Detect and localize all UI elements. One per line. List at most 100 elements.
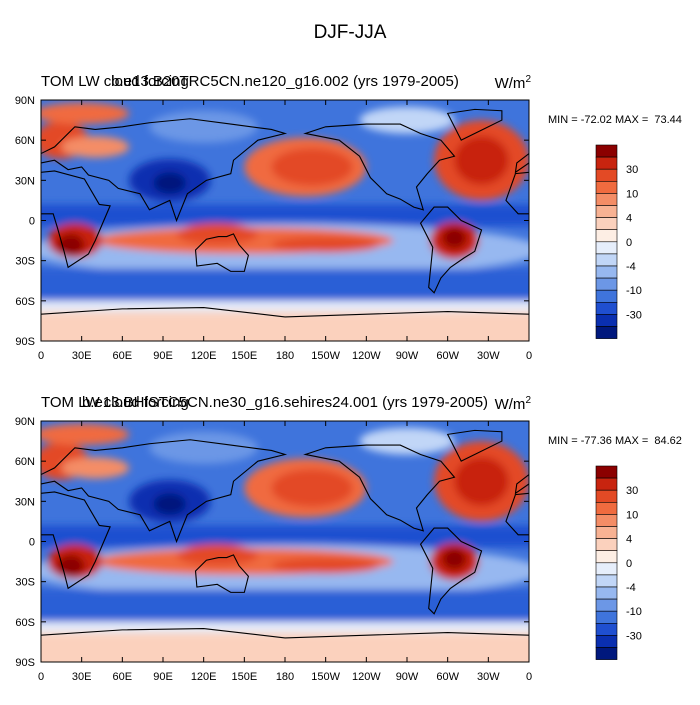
y-tick-label: 60N: [15, 456, 35, 468]
colorbar-label: 4: [626, 534, 632, 546]
colorbar-label: 10: [626, 188, 638, 200]
x-tick-label: 60W: [436, 671, 459, 683]
x-tick-label: 120W: [352, 671, 381, 683]
x-tick-label: 0: [38, 350, 44, 362]
colorbar-label: 30: [626, 164, 638, 176]
colorbar-box: [595, 635, 618, 648]
map-panel: b.e13.BHISTC5CN.ne30_g16.sehires24.001 (…: [15, 394, 682, 683]
colorbar-box: [595, 217, 618, 231]
y-tick-label: 30N: [15, 175, 35, 187]
map-panel: b.e13.B20TRC5CN.ne120_g16.002 (yrs 1979-…: [15, 73, 682, 362]
colorbar-box: [595, 326, 618, 339]
x-tick-label: 150W: [311, 350, 340, 362]
x-tick-label: 30E: [72, 671, 92, 683]
colorbar-box: [595, 465, 618, 479]
case-name: b.e13.B20TRC5CN.ne120_g16.002 (yrs 1979-…: [111, 73, 459, 90]
x-tick-label: 180: [276, 350, 294, 362]
colorbar-box: [595, 241, 618, 255]
units: W/m2: [495, 74, 532, 92]
x-tick-label: 30W: [477, 350, 500, 362]
colorbar-box: [595, 489, 618, 503]
x-tick-label: 30E: [72, 350, 92, 362]
field-name: TOM LW cloud forcing: [41, 394, 189, 411]
x-tick-label: 90E: [153, 350, 173, 362]
colorbar-box: [595, 501, 618, 515]
figure-title: DJF-JJA: [314, 22, 387, 43]
colorbar-box: [595, 514, 618, 527]
x-tick-label: 60E: [113, 671, 133, 683]
colorbar: 30 10 4 0 -4 -10 -30: [595, 144, 642, 339]
x-tick-label: 180: [276, 671, 294, 683]
x-tick-label: 90W: [396, 671, 419, 683]
colorbar-box: [595, 156, 618, 170]
colorbar-label: -10: [626, 285, 642, 297]
colorbar-label: 10: [626, 509, 638, 521]
field-name: TOM LW cloud forcing: [41, 73, 189, 90]
colorbar-box: [595, 277, 618, 291]
x-tick-label: 150E: [231, 671, 257, 683]
colorbar-label: 30: [626, 485, 638, 497]
colorbar-box: [595, 538, 618, 551]
colorbar-label: 0: [626, 237, 632, 249]
y-tick-label: 90S: [15, 657, 35, 669]
colorbar-box: [595, 598, 618, 612]
colorbar-box: [595, 647, 618, 660]
y-tick-label: 60S: [15, 617, 35, 629]
x-tick-label: 30W: [477, 671, 500, 683]
colorbar-box: [595, 229, 618, 243]
colorbar-box: [595, 477, 618, 491]
x-tick-label: 120W: [352, 350, 381, 362]
x-tick-label: 60W: [436, 350, 459, 362]
colorbar-box: [595, 193, 618, 206]
y-tick-label: 0: [29, 537, 35, 549]
colorbar-box: [595, 574, 618, 588]
stats: MIN = -72.02 MAX = 73.44: [548, 114, 682, 126]
colorbar-box: [595, 265, 618, 279]
x-tick-label: 0: [526, 350, 532, 362]
colorbar-label: -4: [626, 582, 636, 594]
y-tick-label: 90S: [15, 336, 35, 348]
y-tick-label: 60S: [15, 296, 35, 308]
colorbar-box: [595, 550, 618, 564]
units: W/m2: [495, 395, 532, 413]
y-tick-label: 30N: [15, 496, 35, 508]
y-tick-label: 30S: [15, 577, 35, 589]
colorbar-label: -30: [626, 309, 642, 321]
colorbar-box: [595, 181, 618, 194]
x-tick-label: 120E: [191, 671, 217, 683]
x-tick-label: 0: [526, 671, 532, 683]
y-tick-label: 30S: [15, 256, 35, 268]
map-field: [41, 87, 529, 355]
colorbar-label: 0: [626, 558, 632, 570]
x-tick-label: 0: [38, 671, 44, 683]
y-tick-label: 90N: [15, 416, 35, 428]
y-tick-label: 60N: [15, 135, 35, 147]
colorbar-box: [595, 622, 618, 636]
colorbar-label: -4: [626, 261, 636, 273]
stats: MIN = -77.36 MAX = 84.62: [548, 435, 682, 447]
colorbar-box: [595, 168, 618, 182]
colorbar-box: [595, 301, 618, 315]
colorbar-box: [595, 144, 618, 158]
colorbar-box: [595, 586, 618, 600]
x-tick-label: 90E: [153, 671, 173, 683]
x-tick-label: 90W: [396, 350, 419, 362]
map-field: [41, 408, 529, 676]
x-tick-label: 150E: [231, 350, 257, 362]
y-tick-label: 90N: [15, 95, 35, 107]
colorbar-box: [595, 205, 618, 218]
case-name: b.e13.BHISTC5CN.ne30_g16.sehires24.001 (…: [82, 394, 488, 411]
x-tick-label: 150W: [311, 671, 340, 683]
colorbar-label: -10: [626, 606, 642, 618]
colorbar-box: [595, 526, 618, 539]
colorbar-box: [595, 314, 618, 327]
colorbar-label: 4: [626, 213, 632, 225]
x-tick-label: 60E: [113, 350, 133, 362]
y-tick-label: 0: [29, 216, 35, 228]
colorbar: 30 10 4 0 -4 -10 -30: [595, 465, 642, 660]
colorbar-box: [595, 610, 618, 624]
colorbar-box: [595, 289, 618, 303]
colorbar-box: [595, 562, 618, 576]
x-tick-label: 120E: [191, 350, 217, 362]
